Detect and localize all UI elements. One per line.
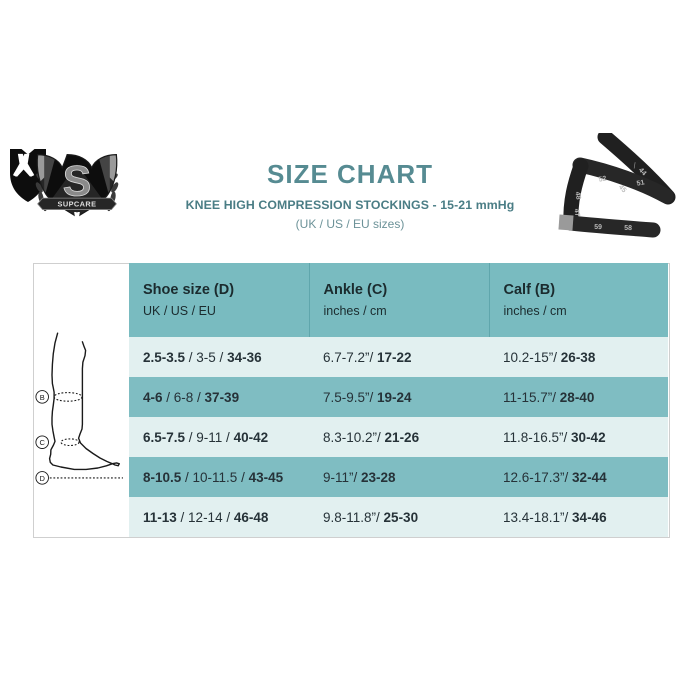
svg-text:B: B <box>40 393 45 402</box>
svg-text:D: D <box>39 474 45 483</box>
svg-text:C: C <box>39 438 45 447</box>
